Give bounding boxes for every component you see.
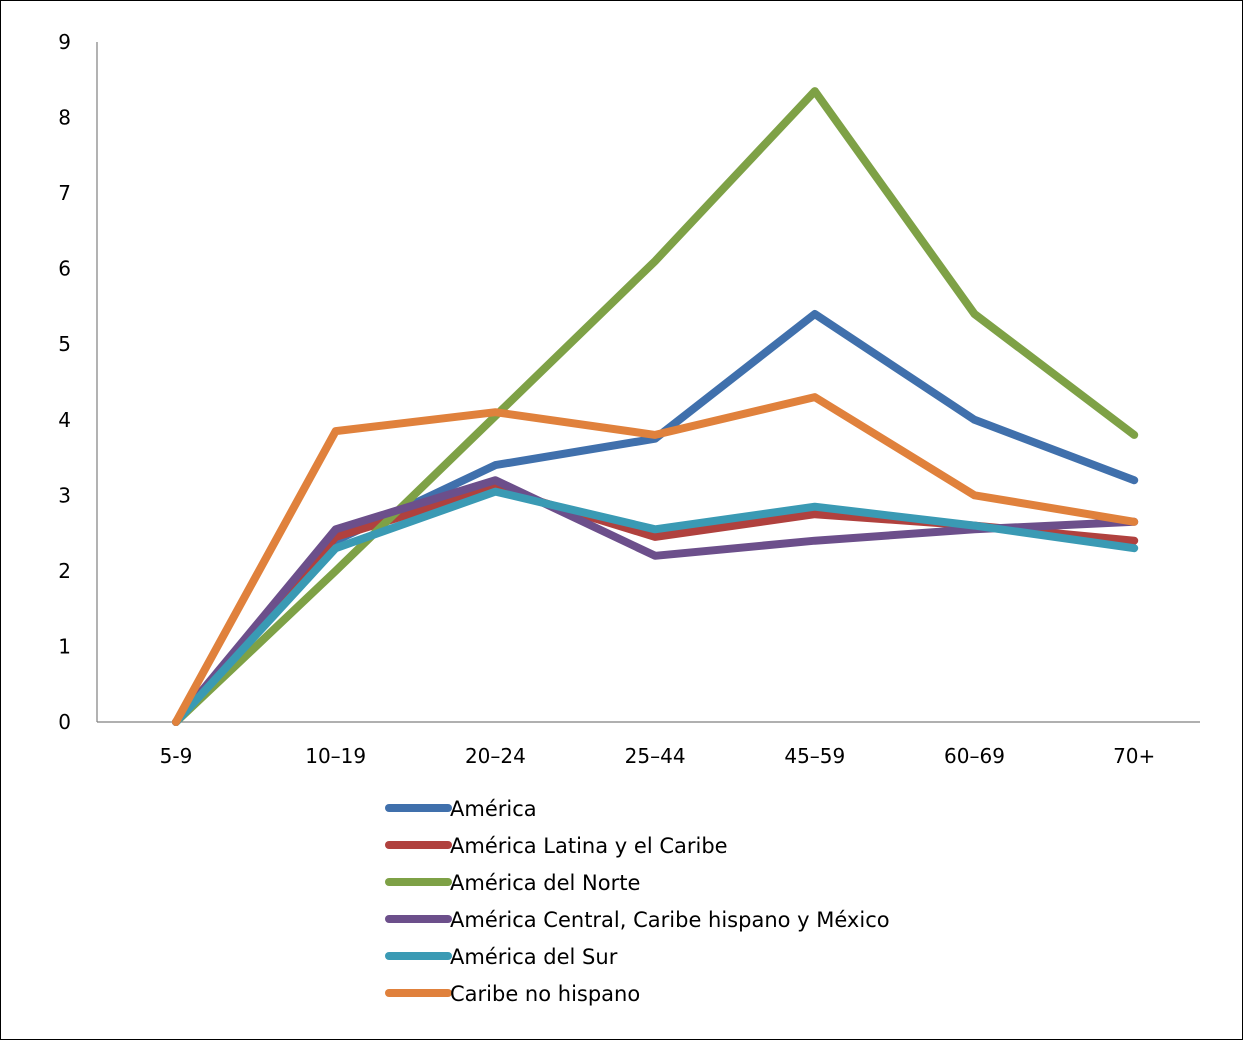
series-line-2 (172, 483, 1139, 726)
series-line-4 (172, 476, 1139, 726)
legend-label-2: América Latina y el Caribe (450, 834, 728, 858)
x-tick-label: 70+ (1113, 744, 1155, 768)
y-tick-label: 9 (58, 30, 71, 54)
y-tick-label: 1 (58, 634, 71, 658)
y-tick-label: 5 (58, 332, 71, 356)
x-tick-label: 10–19 (305, 744, 366, 768)
legend-label-5: América del Sur (450, 945, 618, 969)
legend-label-4: América Central, Caribe hispano y México (450, 908, 890, 932)
series-line-6 (172, 393, 1139, 726)
x-tick-label: 5-9 (160, 744, 193, 768)
series-line-5 (172, 487, 1139, 726)
legend-label-6: Caribe no hispano (450, 982, 640, 1006)
legend-label-1: América (450, 797, 537, 821)
series-line-1 (172, 310, 1139, 726)
y-tick-label: 2 (58, 559, 71, 583)
y-tick-label: 0 (58, 710, 71, 734)
x-tick-label: 60–69 (944, 744, 1005, 768)
chart-axes (96, 42, 1200, 723)
y-tick-label: 3 (58, 483, 71, 507)
x-tick-label: 25–44 (625, 744, 686, 768)
y-axis-tick-labels: 0 1 2 3 4 5 6 7 8 9 (58, 30, 71, 734)
x-axis-tick-labels: 5-9 10–19 20–24 25–44 45–59 60–69 70+ (160, 744, 1156, 768)
y-tick-label: 4 (58, 408, 71, 432)
x-tick-label: 45–59 (784, 744, 845, 768)
chart-series (172, 87, 1139, 726)
series-line-3 (172, 87, 1139, 726)
legend-label-3: América del Norte (450, 871, 640, 895)
y-tick-label: 6 (58, 257, 71, 281)
chart-legend: América América Latina y el Caribe América… (385, 797, 890, 1006)
x-tick-label: 20–24 (465, 744, 526, 768)
y-tick-label: 8 (58, 106, 71, 130)
y-tick-label: 7 (58, 181, 71, 205)
